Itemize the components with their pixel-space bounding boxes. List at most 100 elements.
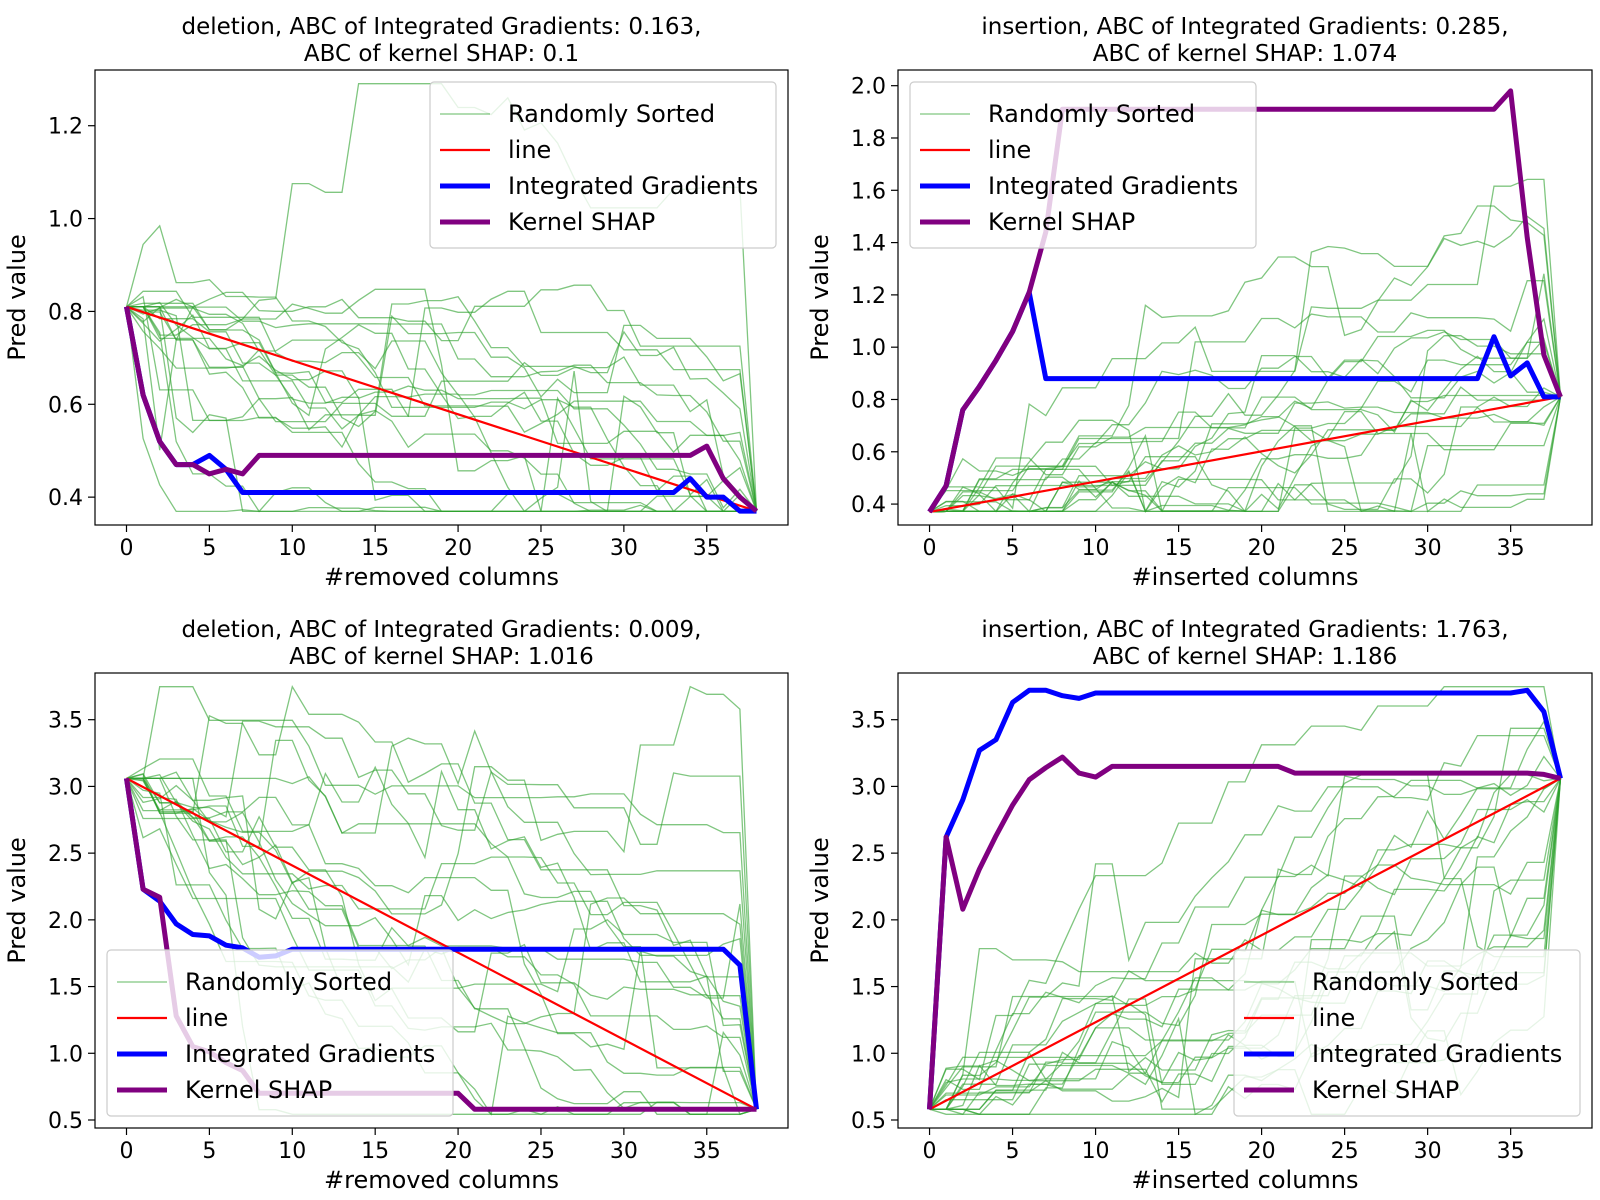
x-tick-label: 15	[361, 1139, 389, 1164]
y-tick-label: 3.0	[48, 775, 83, 800]
random-sorted-line	[126, 284, 758, 512]
random-sorted-line	[125, 778, 758, 1110]
random-sorted-line	[929, 734, 1562, 1110]
legend-label: Randomly Sorted	[185, 968, 392, 996]
legend-label: Randomly Sorted	[1312, 968, 1519, 996]
legend-label: line	[1312, 1004, 1355, 1032]
x-tick-label: 25	[1331, 536, 1359, 561]
random-sorted-line	[126, 758, 758, 1110]
x-tick-label: 25	[527, 1139, 555, 1164]
legend-box	[429, 81, 777, 249]
reference-line	[126, 305, 757, 513]
x-axis-label: #inserted columns	[1131, 563, 1358, 591]
y-tick-label: 3.5	[48, 709, 83, 734]
x-tick-label: 35	[693, 1139, 721, 1164]
x-tick-label: 5	[1006, 536, 1020, 561]
x-tick-label: 30	[610, 1139, 638, 1164]
x-tick-label: 0	[923, 536, 937, 561]
random-sorted-line	[929, 329, 1562, 513]
x-tick-label: 20	[444, 536, 472, 561]
random-sorted-line	[126, 720, 758, 1110]
y-tick-label: 1.8	[851, 127, 886, 152]
random-sorted-line	[126, 290, 758, 512]
legend-box	[1233, 949, 1581, 1117]
y-tick-label: 0.4	[851, 493, 886, 518]
x-tick-label: 5	[202, 536, 216, 561]
x-tick-label: 25	[1331, 1139, 1359, 1164]
random-sorted-line	[126, 776, 758, 1110]
chart-panel-4: insertion, ABC of Integrated Gradients: …	[806, 617, 1593, 1194]
legend-label: Kernel SHAP	[508, 208, 655, 236]
random-sorted-line	[126, 773, 757, 1116]
reference-line	[929, 395, 1561, 514]
x-tick-label: 35	[1497, 1139, 1525, 1164]
y-tick-label: 3.5	[851, 709, 886, 734]
legend: Randomly Sorted line Integrated Gradients K…	[909, 81, 1257, 249]
integrated-gradients-line	[927, 687, 1563, 1110]
plot-frame	[897, 69, 1593, 526]
y-tick-label: 1.0	[851, 1042, 886, 1067]
y-tick-label: 1.4	[851, 232, 886, 257]
plot-frame	[94, 672, 789, 1129]
legend-label: line	[988, 136, 1031, 164]
random-sorted-line	[126, 306, 758, 512]
y-tick-label: 0.8	[48, 300, 83, 325]
y-axis-label: Pred value	[3, 837, 31, 964]
random-sorted-line	[126, 302, 757, 512]
plot-frame	[94, 69, 789, 526]
x-tick-label: 10	[1082, 536, 1110, 561]
random-sorted-line	[126, 685, 758, 1110]
random-sorted-line	[126, 295, 757, 513]
chart-title-line1: insertion, ABC of Integrated Gradients: …	[981, 617, 1508, 643]
random-sorted-line	[126, 686, 758, 1110]
x-tick-label: 35	[1497, 536, 1525, 561]
y-tick-label: 2.5	[48, 842, 83, 867]
y-tick-label: 1.6	[851, 179, 886, 204]
y-tick-label: 2.0	[851, 75, 886, 100]
x-tick-label: 20	[444, 1139, 472, 1164]
legend: Randomly Sorted line Integrated Gradients K…	[106, 949, 454, 1117]
y-tick-label: 1.5	[851, 976, 886, 1001]
y-tick-label: 1.0	[851, 336, 886, 361]
random-sorted-line	[929, 273, 1562, 513]
x-tick-label: 5	[1006, 1139, 1020, 1164]
random-sorted-line	[929, 396, 1562, 513]
random-sorted-line	[929, 355, 1561, 513]
y-tick-label: 1.5	[48, 976, 83, 1001]
legend-label: line	[508, 136, 551, 164]
reference-line	[125, 777, 758, 1111]
random-sorted-line	[126, 685, 758, 1110]
legend: Randomly Sorted line Integrated Gradients K…	[429, 81, 777, 249]
y-tick-label: 0.8	[851, 388, 886, 413]
random-sorted-line	[929, 778, 1562, 1115]
y-tick-label: 0.5	[851, 1109, 886, 1134]
chart-title-line2: ABC of kernel SHAP: 1.074	[1093, 41, 1398, 67]
y-tick-label: 3.0	[851, 775, 886, 800]
random-sorted-line	[929, 396, 1562, 513]
random-sorted-line	[928, 396, 1561, 513]
legend-label: Integrated Gradients	[988, 172, 1238, 200]
y-tick-label: 2.5	[851, 842, 886, 867]
random-sorted-line	[126, 306, 757, 513]
y-axis-label: Pred value	[806, 837, 834, 964]
legend-label: Randomly Sorted	[988, 100, 1195, 128]
legend-label: Integrated Gradients	[185, 1040, 435, 1068]
chart-panel-3: deletion, ABC of Integrated Gradients: 0…	[3, 617, 789, 1194]
x-tick-label: 30	[1414, 1139, 1442, 1164]
x-tick-label: 25	[527, 536, 555, 561]
x-axis-label: #removed columns	[324, 563, 559, 591]
y-tick-label: 1.2	[48, 115, 83, 140]
chart-title-line1: deletion, ABC of Integrated Gradients: 0…	[182, 617, 702, 643]
chart-title-line2: ABC of kernel SHAP: 1.186	[1093, 644, 1398, 670]
x-tick-label: 20	[1248, 1139, 1276, 1164]
random-sorted-line	[126, 777, 758, 1110]
legend-label: Integrated Gradients	[1312, 1040, 1562, 1068]
x-tick-label: 15	[1165, 1139, 1193, 1164]
random-sorted-line	[928, 205, 1562, 513]
random-sorted-line	[928, 771, 1562, 1110]
legend-label: Kernel SHAP	[988, 208, 1135, 236]
random-sorted-line	[929, 394, 1561, 514]
x-tick-label: 0	[120, 1139, 134, 1164]
x-tick-label: 10	[278, 536, 306, 561]
